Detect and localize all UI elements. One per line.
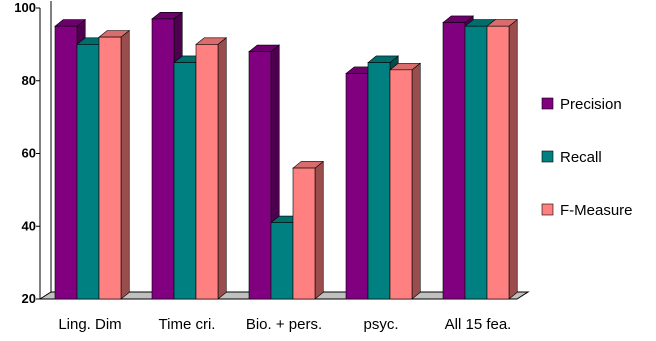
x-tick-label: Bio. + pers. xyxy=(246,316,322,333)
bar-front xyxy=(442,22,466,300)
bar-front xyxy=(486,25,510,300)
bar xyxy=(195,37,228,300)
bar-front xyxy=(173,62,197,300)
legend-item: Recall xyxy=(541,149,602,166)
y-tick-label: 80 xyxy=(22,73,36,88)
bar-front xyxy=(270,222,294,300)
bar-front xyxy=(464,25,488,300)
legend-label: Recall xyxy=(560,149,602,166)
bar xyxy=(486,18,519,300)
y-tick-label: 20 xyxy=(22,291,36,306)
legend: Precision Recall F-Measure xyxy=(541,96,633,219)
y-tick-label: 100 xyxy=(14,0,36,15)
bar-front xyxy=(98,36,122,300)
x-tick-label: Time cri. xyxy=(159,316,216,333)
y-axis-ticks: 20 40 60 80 100 xyxy=(14,0,40,306)
chart-bars xyxy=(54,11,519,300)
y-tick-label: 60 xyxy=(22,146,36,161)
legend-label: Precision xyxy=(560,96,622,113)
bar-front xyxy=(367,62,391,300)
bar-front xyxy=(76,44,100,300)
bar-front xyxy=(54,25,78,300)
y-tick-label: 40 xyxy=(22,218,36,233)
bar-front xyxy=(345,73,369,300)
bar-side xyxy=(217,37,227,300)
bar xyxy=(389,62,422,300)
bar-side xyxy=(120,29,130,300)
x-axis-labels: Ling. Dim Time cri. Bio. + pers. psyc. All 1… xyxy=(58,316,511,333)
bar-front xyxy=(292,167,316,300)
x-tick-label: Ling. Dim xyxy=(58,316,121,333)
x-tick-label: All 15 fea. xyxy=(445,316,512,333)
bar-side xyxy=(411,62,421,300)
legend-swatch xyxy=(541,97,554,110)
legend-label: F-Measure xyxy=(560,202,633,219)
legend-item: Precision xyxy=(541,96,622,113)
bar-front xyxy=(195,44,219,300)
bar-front xyxy=(248,51,272,300)
bar xyxy=(292,160,325,300)
bar-side xyxy=(508,18,518,300)
bar-front xyxy=(389,69,413,300)
legend-swatch xyxy=(541,203,554,216)
bar-side xyxy=(314,160,324,300)
x-tick-label: psyc. xyxy=(363,316,398,333)
bar-front xyxy=(151,18,175,300)
legend-swatch xyxy=(541,150,554,163)
legend-item: F-Measure xyxy=(541,202,633,219)
bar xyxy=(98,29,131,300)
